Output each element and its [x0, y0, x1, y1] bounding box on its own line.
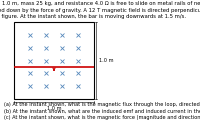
Bar — [14, 22, 94, 99]
Text: (a) At the instant shown, what is the magnetic flux through the loop, directed i: (a) At the instant shown, what is the ma… — [4, 102, 200, 107]
Text: A metal bar of length 1.0 m, mass 25 kg, and resistance 4.0 Ω is free to slide o: A metal bar of length 1.0 m, mass 25 kg,… — [0, 1, 200, 19]
Text: 1.0 m: 1.0 m — [99, 58, 114, 63]
Text: (b) At the instant shown, what are the induced emf and induced current in the lo: (b) At the instant shown, what are the i… — [4, 109, 200, 113]
Text: (c) At the instant shown, what is the magnetic force (magnitude and direction) o: (c) At the instant shown, what is the ma… — [4, 115, 200, 120]
Text: 1.0 m: 1.0 m — [47, 106, 61, 111]
